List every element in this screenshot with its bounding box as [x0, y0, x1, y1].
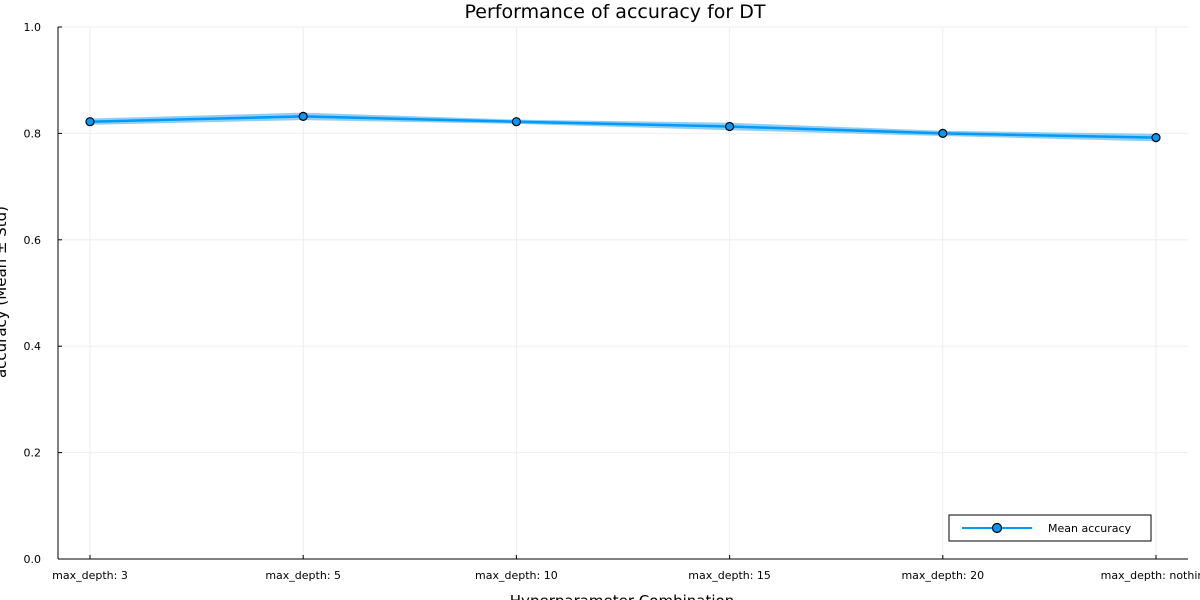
- data-point: [85, 117, 95, 127]
- x-tick-label: max_depth: 5: [265, 569, 341, 582]
- legend-label: Mean accuracy: [1048, 522, 1132, 535]
- data-point: [938, 128, 948, 138]
- y-tick-label: 0.4: [24, 340, 42, 353]
- y-tick-label: 0.6: [24, 234, 42, 247]
- y-tick-label: 0.0: [24, 553, 42, 566]
- y-tick-label: 1.0: [24, 21, 42, 34]
- data-point: [1151, 133, 1161, 143]
- data-point: [724, 121, 735, 132]
- axes: [57, 27, 1188, 560]
- y-tick-label: 0.8: [24, 127, 42, 140]
- grid: [58, 26, 1188, 560]
- data-point: [511, 117, 522, 127]
- chart-title: Performance of accuracy for DT: [465, 1, 766, 23]
- series-line: [89, 115, 1157, 139]
- x-tick-label: max_depth: 15: [688, 569, 771, 582]
- marker-layer: [85, 111, 1161, 143]
- legend: Mean accuracy: [948, 514, 1152, 542]
- x-tick-label: max_depth: 10: [475, 569, 558, 582]
- std-band-layer: [90, 112, 1156, 142]
- x-tick-label: max_depth: 20: [901, 569, 984, 582]
- series-line-layer: [89, 115, 1157, 139]
- legend-marker-swatch: [991, 522, 1003, 534]
- y-tick-labels: 0.0 0.2 0.4 0.6 0.8 1.0: [24, 21, 42, 566]
- std-band: [90, 112, 1156, 142]
- x-tick-label: max_depth: nothing: [1101, 569, 1200, 582]
- data-point: [298, 111, 308, 121]
- x-axis-label: Hyperparameter Combination: [510, 592, 734, 600]
- x-tick-labels: max_depth: 3 max_depth: 5 max_depth: 10 max…: [52, 569, 1200, 582]
- x-tick-label: max_depth: 3: [52, 569, 128, 582]
- y-axis-label: accuracy (Mean ± Std): [0, 206, 10, 378]
- y-tick-label: 0.2: [24, 447, 42, 460]
